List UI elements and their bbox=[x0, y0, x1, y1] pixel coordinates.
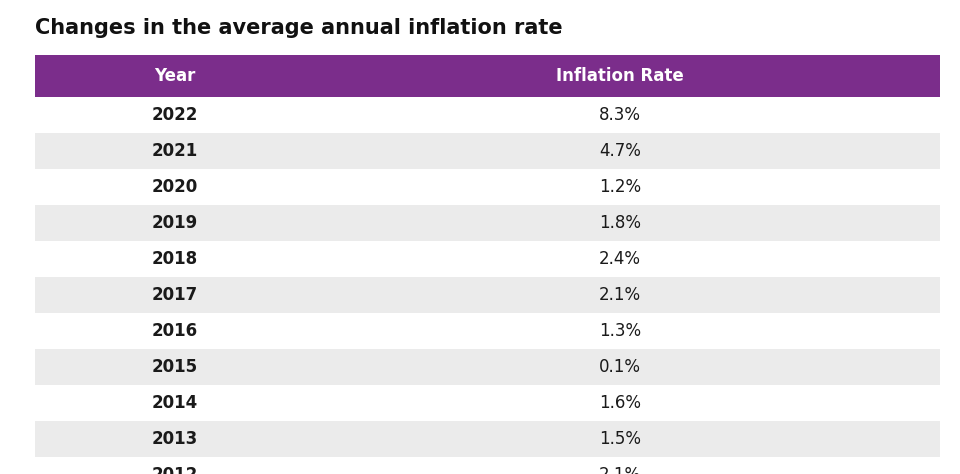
Text: 1.5%: 1.5% bbox=[599, 430, 641, 448]
Text: 8.3%: 8.3% bbox=[599, 106, 641, 124]
Bar bbox=[35, 277, 940, 313]
Text: Inflation Rate: Inflation Rate bbox=[556, 67, 684, 85]
Bar bbox=[35, 133, 940, 169]
Text: 2012: 2012 bbox=[152, 466, 198, 474]
Text: 2022: 2022 bbox=[152, 106, 198, 124]
Text: Changes in the average annual inflation rate: Changes in the average annual inflation … bbox=[35, 18, 563, 38]
Text: 2016: 2016 bbox=[152, 322, 198, 340]
Text: 1.8%: 1.8% bbox=[599, 214, 641, 232]
Text: 2015: 2015 bbox=[152, 358, 198, 376]
Bar bbox=[35, 457, 940, 474]
Text: 2018: 2018 bbox=[152, 250, 198, 268]
Text: 2014: 2014 bbox=[152, 394, 198, 412]
Text: 2.4%: 2.4% bbox=[599, 250, 641, 268]
Bar bbox=[35, 55, 940, 97]
Text: 0.1%: 0.1% bbox=[599, 358, 641, 376]
Bar bbox=[35, 349, 940, 385]
Bar bbox=[35, 313, 940, 349]
Text: Year: Year bbox=[155, 67, 196, 85]
Text: 2.1%: 2.1% bbox=[599, 286, 641, 304]
Text: 2017: 2017 bbox=[152, 286, 198, 304]
Text: 1.6%: 1.6% bbox=[599, 394, 641, 412]
Text: 2020: 2020 bbox=[152, 178, 198, 196]
Bar bbox=[35, 421, 940, 457]
Bar bbox=[35, 241, 940, 277]
Text: 4.7%: 4.7% bbox=[599, 142, 641, 160]
Bar bbox=[35, 97, 940, 133]
Text: 2.1%: 2.1% bbox=[599, 466, 641, 474]
Bar bbox=[35, 169, 940, 205]
Bar bbox=[35, 385, 940, 421]
Text: 2019: 2019 bbox=[152, 214, 198, 232]
Text: 2021: 2021 bbox=[152, 142, 198, 160]
Bar bbox=[35, 205, 940, 241]
Text: 1.2%: 1.2% bbox=[599, 178, 641, 196]
Text: 2013: 2013 bbox=[152, 430, 198, 448]
Text: 1.3%: 1.3% bbox=[599, 322, 641, 340]
